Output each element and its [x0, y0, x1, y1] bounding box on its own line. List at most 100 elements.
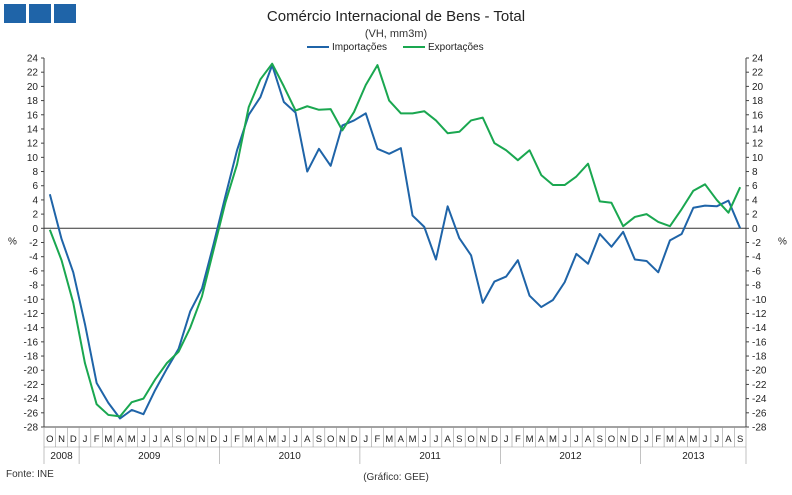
y-tick-label-right: 6	[752, 181, 758, 192]
y-tick-label-right: 12	[752, 139, 764, 150]
logo-block	[54, 4, 76, 23]
y-tick-label-right: -2	[752, 238, 761, 249]
x-month-label: J	[153, 434, 158, 445]
y-tick-label-right: 8	[752, 167, 758, 178]
x-month-label: J	[644, 434, 649, 445]
y-tick-label-left: 18	[27, 96, 39, 107]
y-tick-label-left: -18	[24, 352, 39, 363]
x-month-label: S	[175, 434, 181, 445]
series-line-importacoes	[48, 64, 742, 420]
x-month-label: O	[46, 434, 53, 445]
x-month-label: J	[434, 434, 439, 445]
x-year-label: 2009	[138, 451, 161, 462]
x-month-label: J	[363, 434, 368, 445]
x-year-label: 2013	[682, 451, 705, 462]
x-month-label: S	[737, 434, 743, 445]
x-month-label: J	[422, 434, 427, 445]
logo-block	[29, 4, 51, 23]
y-tick-label-left: -4	[29, 252, 38, 263]
y-tick-label-left: -2	[29, 238, 38, 249]
x-month-label: A	[585, 434, 592, 445]
y-tick-label-left: -20	[24, 366, 39, 377]
y-tick-label-left: 2	[32, 210, 38, 221]
y-tick-label-right: -22	[752, 380, 767, 391]
chart-subtitle: (VH, mm3m)	[364, 28, 428, 40]
x-month-label: J	[562, 434, 567, 445]
x-month-label: N	[199, 434, 206, 445]
y-tick-label-right: -14	[752, 323, 767, 334]
x-month-label: J	[714, 434, 719, 445]
x-month-label: S	[456, 434, 462, 445]
y-tick-label-left: -22	[24, 380, 39, 391]
x-month-label: F	[234, 434, 240, 445]
logo-block	[4, 4, 26, 23]
x-year-label: 2012	[559, 451, 582, 462]
chart-title: Comércio Internacional de Bens - Total	[266, 8, 526, 25]
x-month-label: A	[725, 434, 732, 445]
y-tick-label-left: 14	[27, 124, 39, 135]
x-month-label: M	[666, 434, 674, 445]
x-month-label: S	[316, 434, 322, 445]
y-tick-label-left: 6	[32, 181, 38, 192]
x-month-label: D	[351, 434, 358, 445]
y-tick-label-left: -28	[24, 423, 39, 434]
x-month-label: O	[467, 434, 474, 445]
y-tick-label-left: 24	[27, 54, 39, 65]
y-axis-label-right: %	[778, 236, 787, 247]
y-tick-label-left: -10	[24, 295, 39, 306]
x-month-label: A	[164, 434, 171, 445]
x-month-label: J	[574, 434, 579, 445]
y-tick-label-right: 16	[752, 110, 764, 121]
y-tick-label-right: 24	[752, 54, 764, 65]
x-month-label: M	[268, 434, 276, 445]
y-tick-label-left: -6	[29, 266, 38, 277]
x-month-label: J	[223, 434, 228, 445]
x-month-label: O	[187, 434, 194, 445]
y-tick-label-right: 14	[752, 124, 764, 135]
x-month-label: N	[58, 434, 65, 445]
x-month-label: A	[538, 434, 545, 445]
x-month-label: F	[515, 434, 521, 445]
y-tick-label-left: 10	[27, 153, 39, 164]
y-tick-label-right: -4	[752, 252, 761, 263]
x-month-label: A	[398, 434, 405, 445]
x-month-label: F	[94, 434, 100, 445]
x-month-label: M	[385, 434, 393, 445]
legend-label: Exportações	[428, 42, 484, 53]
legend-label: Importações	[332, 42, 387, 53]
x-month-label: N	[339, 434, 346, 445]
x-year-label: 2010	[279, 451, 302, 462]
x-month-label: D	[631, 434, 638, 445]
x-month-label: D	[210, 434, 217, 445]
series-line-exportacoes	[48, 62, 742, 418]
y-tick-label-right: -28	[752, 423, 767, 434]
logo	[4, 4, 76, 23]
x-month-label: M	[245, 434, 253, 445]
x-month-label: J	[703, 434, 708, 445]
y-tick-label-left: 0	[32, 224, 38, 235]
y-tick-label-right: -12	[752, 309, 767, 320]
x-month-label: M	[104, 434, 112, 445]
y-tick-label-left: 4	[32, 195, 38, 206]
y-tick-label-right: -10	[752, 295, 767, 306]
y-tick-label-left: -8	[29, 281, 38, 292]
y-tick-label-right: 0	[752, 224, 758, 235]
x-month-label: M	[549, 434, 557, 445]
y-tick-label-right: -20	[752, 366, 767, 377]
x-month-label: A	[304, 434, 311, 445]
x-month-label: M	[526, 434, 534, 445]
y-axis-label-left: %	[8, 236, 17, 247]
y-tick-label-right: 20	[752, 82, 764, 93]
x-month-label: N	[479, 434, 486, 445]
x-month-label: J	[141, 434, 146, 445]
x-month-label: O	[608, 434, 615, 445]
y-tick-label-left: 12	[27, 139, 39, 150]
y-tick-label-left: -26	[24, 408, 39, 419]
x-month-label: M	[409, 434, 417, 445]
y-tick-label-left: -14	[24, 323, 39, 334]
y-tick-label-left: 20	[27, 82, 39, 93]
x-month-label: J	[504, 434, 509, 445]
x-month-label: A	[117, 434, 124, 445]
x-month-label: D	[70, 434, 77, 445]
